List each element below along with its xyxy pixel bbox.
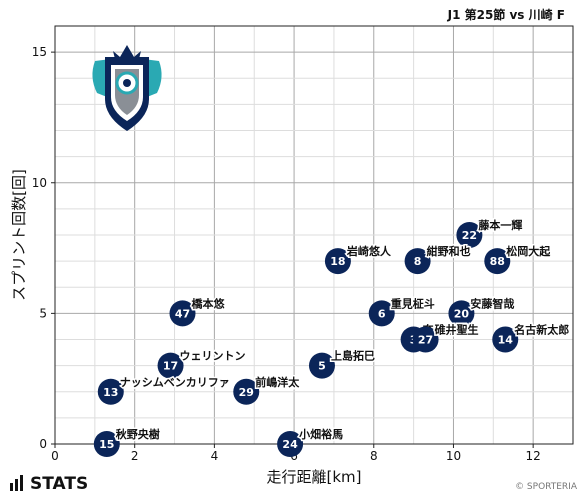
player-number-label: 88: [490, 255, 505, 268]
player-marker: [492, 326, 519, 353]
player-marker: [233, 378, 260, 405]
club-crest-logo: [92, 45, 162, 131]
player-number-label: 29: [239, 386, 254, 399]
player-name-label: ウェリントン: [180, 350, 246, 363]
player-marker: [277, 431, 304, 457]
player-marker: [404, 248, 431, 275]
player-marker: [93, 431, 120, 457]
stats-brand-text: STATS: [30, 474, 89, 494]
player-marker: [97, 378, 124, 405]
player-point: 8 紺野和也: [404, 243, 472, 275]
x-tick-label: 12: [526, 449, 541, 463]
plot-area-frame: [54, 25, 574, 445]
player-number-label: 24: [282, 438, 298, 451]
player-point: 5 上島拓巳: [308, 347, 376, 379]
player-marker: [368, 300, 395, 327]
x-tick-label: 4: [211, 449, 219, 463]
player-name-label: 上島拓巳: [331, 349, 375, 363]
player-name-label: 紺野和也: [427, 244, 471, 258]
player-number-label: 14: [498, 334, 514, 347]
player-number-label: 13: [103, 386, 118, 399]
copyright-credit: © SPORTERIA: [515, 482, 577, 492]
y-tick-label: 10: [32, 176, 47, 190]
player-name-label: 岩崎悠人: [346, 244, 392, 258]
player-name-label: 重見柾斗: [391, 296, 435, 310]
player-name-label: 藤本一輝: [478, 218, 522, 232]
player-point: 6 重見柾斗: [368, 295, 436, 327]
y-tick-label: 15: [32, 45, 47, 59]
chart-title: J1 第25節 vs 川崎 F: [447, 7, 565, 22]
player-marker: [169, 300, 196, 327]
player-number-label: 18: [330, 255, 345, 268]
player-number-label: 27: [418, 334, 433, 347]
y-axis-ticks: 0 5 10 15: [32, 45, 55, 451]
player-number-label: 17: [163, 360, 178, 373]
y-axis-label: スプリント回数[回]: [10, 169, 28, 301]
player-number-label: 47: [175, 307, 190, 320]
player-marker: [456, 222, 483, 248]
player-marker: [324, 248, 351, 275]
player-number-label: 22: [462, 229, 477, 242]
x-axis-label: 走行距離[km]: [266, 468, 361, 486]
player-marker: [412, 326, 439, 353]
player-marker: [308, 352, 335, 379]
player-number-label: 15: [99, 438, 114, 451]
stats-brand-logo: STATS: [10, 474, 88, 496]
x-tick-label: 8: [370, 449, 378, 463]
y-tick-label: 0: [39, 437, 47, 451]
player-name-label: 松岡大起: [506, 244, 551, 258]
player-name-label: 安藤智哉: [470, 296, 514, 310]
player-number-label: 20: [454, 307, 470, 320]
player-name-label: 碓井聖生: [435, 323, 479, 337]
player-points: 22藤本一輝18岩崎悠人8紺野和也88松岡大起47橋本悠6重見柾斗20安藤智哉3…: [93, 217, 571, 457]
player-number-label: 5: [318, 360, 326, 373]
player-name-label: 名古新太郎: [514, 323, 569, 337]
player-number-label: 8: [414, 255, 422, 268]
player-name-label: 前嶋洋太: [255, 375, 300, 389]
player-number-label: 6: [378, 307, 386, 320]
x-tick-label: 0: [51, 449, 59, 463]
player-name-label: 橋本悠: [192, 296, 226, 310]
x-tick-label: 2: [131, 449, 139, 463]
stats-bars-icon: [10, 475, 25, 496]
player-name-label: 小畑裕馬: [298, 427, 343, 441]
x-tick-label: 10: [446, 449, 461, 463]
y-tick-label: 5: [39, 306, 47, 320]
player-marker: [448, 300, 475, 327]
grid-lines: [55, 26, 573, 444]
player-marker: [484, 248, 511, 275]
player-name-label: ナッシムベンカリファ: [120, 376, 230, 389]
player-name-label: 秋野央樹: [116, 427, 160, 441]
player-marker: [157, 352, 184, 379]
